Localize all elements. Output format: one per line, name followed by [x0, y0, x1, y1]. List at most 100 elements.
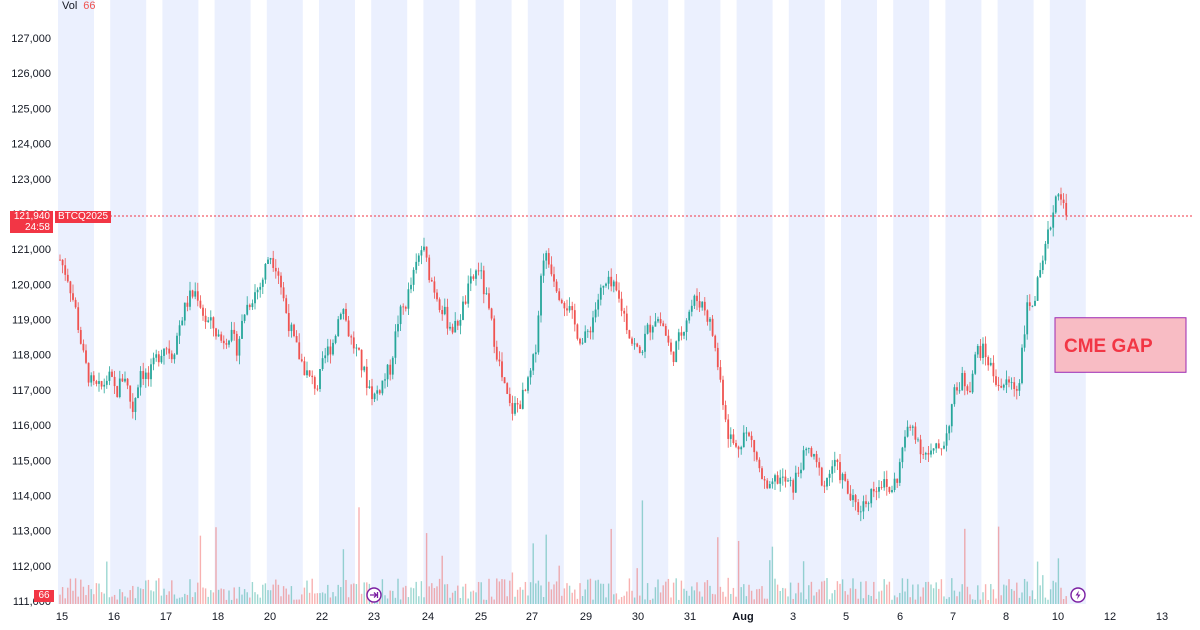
candle-body — [134, 397, 137, 413]
volume-bar — [462, 586, 464, 604]
volume-bar — [633, 597, 636, 604]
candle-body — [485, 293, 488, 295]
volume-bar — [748, 584, 750, 604]
candle-body — [316, 388, 319, 390]
candle-body — [683, 332, 685, 336]
volume-bar — [215, 527, 217, 604]
candle-body — [527, 377, 529, 391]
volume-bar — [1018, 597, 1021, 604]
candle-body — [732, 434, 735, 444]
symbol-tag: BTCQ2025 — [55, 211, 112, 223]
volume-bar — [100, 592, 103, 604]
volume-bar — [298, 599, 300, 604]
candle-body — [376, 390, 379, 394]
y-tick-label: 116,000 — [12, 420, 51, 432]
candle-body — [326, 346, 329, 356]
candle-body — [709, 318, 711, 322]
candle-body — [79, 330, 82, 344]
volume-bar — [579, 583, 581, 604]
volume-bar — [865, 581, 867, 604]
volume-bar — [423, 597, 425, 604]
candle-body — [909, 426, 912, 428]
volume-bar — [667, 578, 670, 604]
volume-bar — [272, 584, 274, 604]
candle-body — [417, 255, 420, 262]
candle-body — [82, 343, 85, 351]
volume-bar — [555, 581, 558, 604]
candle-body — [121, 378, 124, 382]
candle-body — [98, 381, 100, 384]
candle-body — [828, 473, 831, 478]
volume-bar — [337, 584, 339, 604]
candle-body — [371, 386, 373, 400]
candle-body — [256, 289, 259, 293]
volume-bar — [407, 597, 410, 604]
volume-bar — [540, 585, 542, 604]
volume-bar — [436, 586, 438, 604]
volume-bar — [230, 599, 233, 604]
volume-bar — [644, 599, 646, 604]
candle-body — [992, 362, 995, 377]
candle-body — [199, 300, 202, 308]
candle-body — [714, 335, 717, 348]
volume-bar — [652, 598, 654, 604]
volume-bar — [449, 597, 451, 604]
volume-bar — [119, 589, 121, 604]
event-marker-left[interactable] — [366, 587, 382, 603]
volume-bar — [594, 580, 597, 604]
cme-gap-label: CME GAP — [1064, 336, 1153, 357]
candle-body — [464, 301, 467, 304]
volume-bar — [841, 579, 844, 604]
candle-body — [914, 426, 917, 440]
candle-body — [870, 489, 873, 504]
volume-bar — [345, 579, 347, 604]
volume-bar — [813, 595, 815, 604]
candle-body — [433, 281, 436, 293]
candle-body — [61, 259, 64, 266]
candle-body — [1026, 302, 1029, 335]
volume-bar — [82, 586, 85, 604]
candle-body — [659, 319, 662, 324]
volume-bar — [59, 594, 61, 604]
volume-bar — [987, 599, 989, 604]
candle-body — [293, 324, 295, 337]
cme-gap-annotation[interactable]: CME GAP — [1054, 317, 1187, 373]
candle-body — [365, 366, 368, 388]
volume-bar — [810, 581, 813, 604]
session-band — [214, 0, 251, 604]
candle-body — [511, 403, 514, 414]
candle-body — [573, 310, 576, 325]
session-band — [266, 0, 303, 604]
session-band — [893, 0, 930, 604]
cme-gap-box — [1054, 317, 1187, 373]
volume-bar — [95, 583, 98, 604]
candle-body — [274, 267, 277, 272]
candle-body — [844, 473, 847, 481]
candle-body — [467, 283, 470, 304]
candle-body — [116, 386, 119, 397]
volume-bar — [919, 596, 922, 604]
candle-body — [784, 476, 787, 482]
candle-body — [800, 469, 802, 474]
candle-body — [477, 270, 480, 272]
candle-body — [1060, 194, 1062, 200]
volume-bar — [828, 599, 831, 604]
volume-bar — [815, 592, 818, 604]
candle-body — [360, 349, 363, 371]
candle-body — [740, 447, 743, 450]
volume-bar — [1052, 580, 1054, 604]
volume-bar — [415, 581, 417, 604]
event-marker-right[interactable] — [1070, 587, 1086, 603]
volume-bar — [818, 589, 820, 604]
volume-bar — [477, 581, 480, 604]
volume-bar — [405, 585, 407, 604]
volume-bar — [823, 580, 826, 604]
volume-bar — [350, 584, 352, 604]
candle-body — [774, 475, 776, 482]
candle-body — [269, 258, 272, 260]
candle-body — [202, 307, 204, 316]
volume-bar — [1026, 581, 1028, 604]
candle-body — [506, 383, 509, 394]
volume-bar — [236, 598, 238, 604]
